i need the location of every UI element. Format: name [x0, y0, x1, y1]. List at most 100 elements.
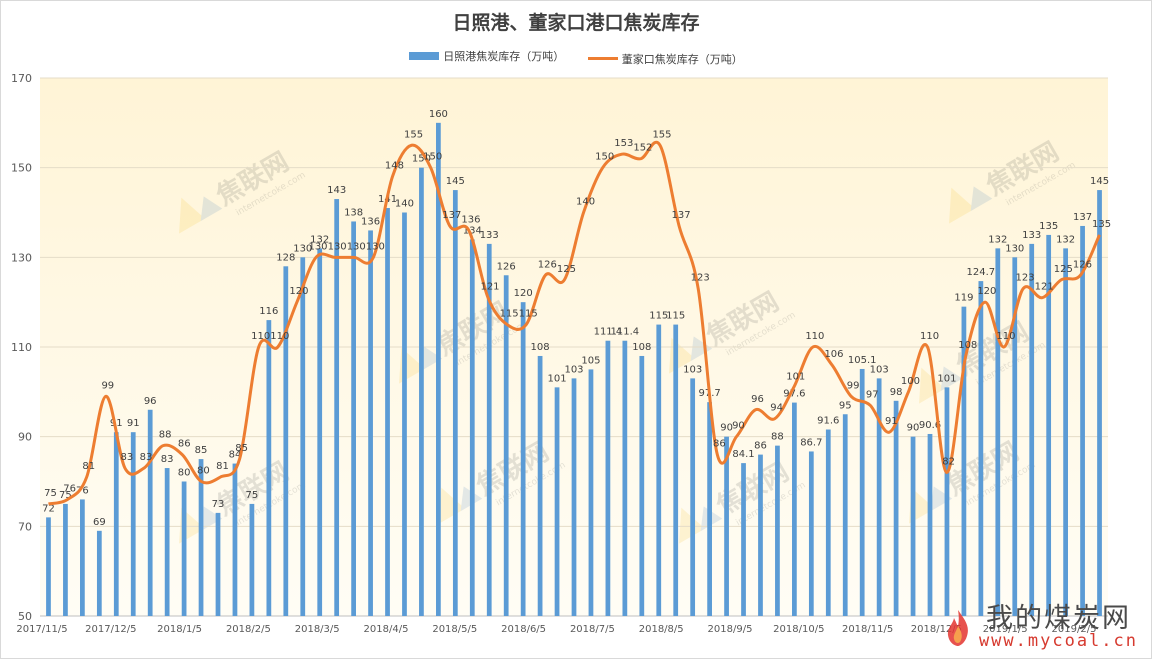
bar-data-label: 72 [42, 503, 55, 514]
bar-data-label: 91 [127, 418, 140, 429]
bar [368, 230, 373, 616]
line-data-label: 152 [633, 143, 652, 154]
bar [1063, 248, 1068, 616]
y-tick-label: 130 [11, 251, 32, 264]
x-tick-label: 2018/7/5 [570, 624, 615, 635]
line-data-label: 83 [140, 452, 153, 463]
legend-item-rizhao[interactable]: 日照港焦炭库存（万吨） [409, 48, 564, 64]
bar [842, 414, 848, 616]
line-data-label: 121 [1035, 282, 1054, 293]
bar-data-label: 76 [76, 485, 89, 496]
legend-label-dongjiakou: 董家口焦炭库存（万吨） [621, 52, 743, 66]
line-data-label: 101 [786, 371, 805, 382]
x-tick-label: 2018/9/5 [708, 624, 753, 635]
line-data-label: 115 [500, 309, 519, 320]
bar [554, 387, 560, 616]
bar [825, 429, 831, 616]
bar [486, 243, 492, 616]
bar [673, 324, 679, 616]
bar [164, 468, 170, 616]
bar [198, 459, 204, 616]
x-tick-label: 2018/3/5 [295, 624, 340, 635]
line-data-label: 123 [691, 273, 710, 284]
bar-data-label: 145 [1090, 176, 1109, 187]
bar-data-label: 132 [310, 234, 329, 245]
bar [1012, 257, 1018, 616]
bar [792, 402, 797, 616]
bar-data-label: 73 [212, 499, 225, 510]
bar-data-label: 133 [480, 230, 499, 241]
bar [249, 503, 255, 616]
bar-data-label: 80 [178, 468, 191, 479]
bar [859, 368, 865, 616]
bar-data-label: 138 [344, 207, 363, 218]
bar [300, 257, 306, 616]
bar-data-label: 98 [890, 387, 903, 398]
bar-data-label: 145 [446, 176, 465, 187]
bar [96, 530, 102, 616]
bar [707, 402, 712, 616]
bar [334, 199, 340, 617]
bar-data-label: 85 [195, 445, 208, 456]
bar-data-label: 135 [1039, 221, 1058, 232]
x-tick-label: 2018/2/5 [226, 624, 271, 635]
bar-data-label: 130 [1005, 243, 1024, 254]
bar [266, 320, 272, 616]
bar-data-label: 84 [229, 450, 242, 461]
x-tick-label: 2018/11/5 [842, 624, 893, 635]
bar [961, 306, 967, 616]
bar [588, 369, 594, 616]
bar-data-label: 105.1 [848, 355, 877, 366]
line-data-label: 120 [977, 286, 996, 297]
bar-data-label: 103 [683, 364, 702, 375]
x-tick-label: 2018/10/5 [773, 624, 824, 635]
bar-data-label: 90 [720, 423, 733, 434]
line-data-label: 130 [328, 241, 347, 252]
bar [605, 340, 611, 616]
y-tick-label: 50 [18, 610, 32, 623]
line-data-label: 88 [159, 430, 172, 441]
bar [147, 409, 153, 616]
line-data-label: 100 [901, 376, 920, 387]
bar [317, 248, 323, 616]
bar-data-label: 96 [144, 396, 157, 407]
bar-data-label: 134 [463, 225, 482, 236]
bar [808, 451, 814, 616]
bar [910, 436, 916, 616]
bar [690, 378, 696, 616]
bar-data-label: 119 [954, 293, 973, 304]
bar-data-label: 101 [937, 373, 956, 384]
line-data-label: 137 [442, 210, 461, 221]
line-data-label: 99 [101, 380, 114, 391]
bar [758, 454, 763, 616]
bar-data-label: 160 [429, 109, 448, 120]
bar-data-label: 75 [59, 490, 72, 501]
y-tick-label: 90 [18, 431, 32, 444]
bar-data-label: 143 [327, 185, 346, 196]
legend-item-dongjiakou[interactable]: 董家口焦炭库存（万吨） [587, 51, 743, 67]
line-data-label: 130 [308, 241, 327, 252]
x-tick-label: 2018/1/5 [157, 624, 202, 635]
flame-logo-icon [947, 609, 968, 646]
line-data-label: 115 [519, 309, 538, 320]
line-data-label: 125 [1054, 264, 1073, 275]
bar [520, 302, 526, 616]
x-tick-label: 2017/11/5 [16, 624, 67, 635]
bar-data-label: 108 [531, 342, 550, 353]
line-data-label: 96 [751, 394, 764, 405]
line-data-label: 150 [423, 152, 442, 163]
line-data-label: 121 [480, 282, 499, 293]
bar [775, 445, 780, 616]
bar [1046, 234, 1052, 616]
chart-legend: 日照港焦炭库存（万吨） 董家口焦炭库存（万吨） [0, 48, 1152, 67]
bar [113, 432, 119, 616]
bar [1029, 243, 1035, 616]
bar-data-label: 130 [293, 243, 312, 254]
line-series-dongjiakou [48, 140, 1101, 506]
x-tick-label: 2018/12/5 [911, 624, 962, 635]
mycoal-watermark: 我的煤炭网 www.mycoal.cn [943, 604, 1138, 652]
y-tick-label: 170 [11, 72, 32, 85]
line-data-label: 97 [866, 389, 879, 400]
watermark-url: www.mycoal.cn [978, 631, 1138, 652]
